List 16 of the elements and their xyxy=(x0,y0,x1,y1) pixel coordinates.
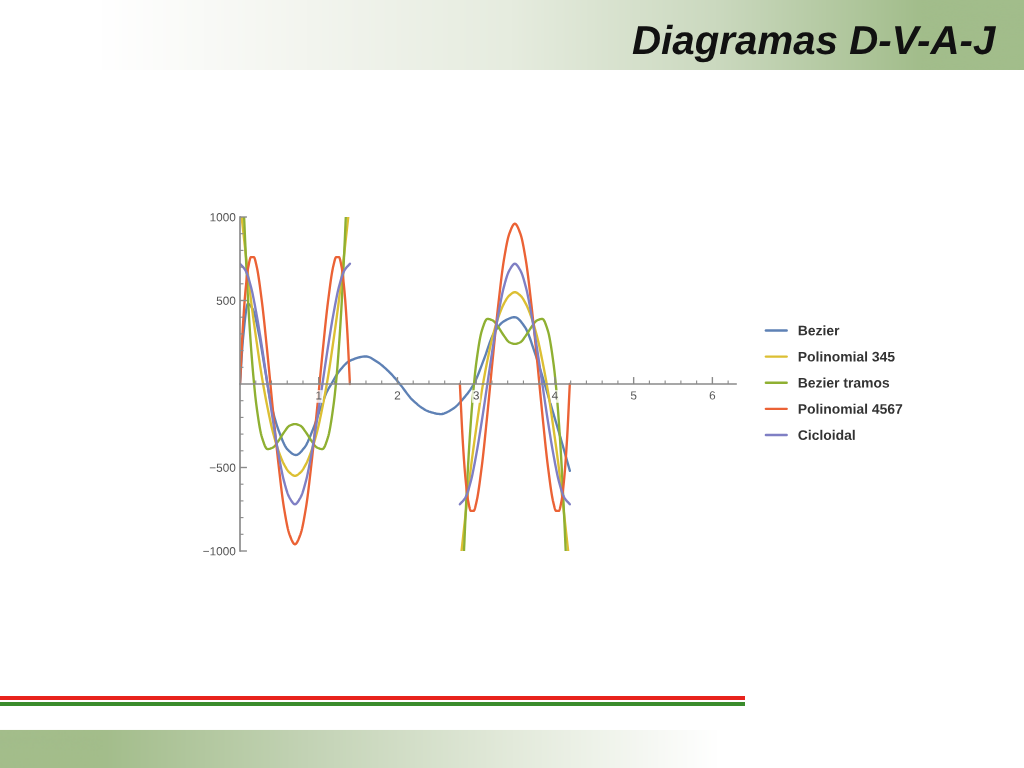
legend-label: Polinomial 345 xyxy=(798,351,895,362)
legend-label: Bezier xyxy=(798,325,840,336)
y-tick-label: 1000 xyxy=(210,213,236,222)
x-tick-label: 6 xyxy=(709,391,716,400)
legend-label: Cicloidal xyxy=(798,429,855,441)
y-tick-label: −1000 xyxy=(203,547,236,556)
x-tick-label: 2 xyxy=(394,391,401,400)
x-tick-label: 3 xyxy=(473,391,479,400)
y-tick-label: −500 xyxy=(209,463,236,472)
x-tick-label: 1 xyxy=(316,391,322,400)
legend-label: Bezier tramos xyxy=(798,377,890,388)
y-tick-label: 500 xyxy=(216,296,236,305)
chart-title: Diagramas D-V-A-J xyxy=(632,24,997,63)
x-tick-label: 5 xyxy=(630,391,637,400)
x-tick-label: 4 xyxy=(551,391,558,400)
legend-label: Polinomial 4567 xyxy=(798,403,903,414)
